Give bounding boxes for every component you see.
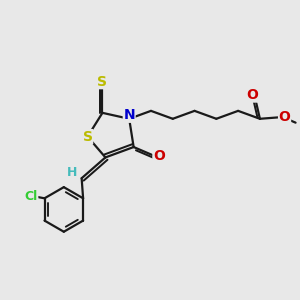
Text: O: O xyxy=(247,88,258,102)
Text: S: S xyxy=(82,130,93,144)
Text: H: H xyxy=(67,167,77,179)
Text: S: S xyxy=(98,75,107,88)
Text: Cl: Cl xyxy=(25,190,38,203)
Text: N: N xyxy=(123,108,135,122)
Text: O: O xyxy=(279,110,290,124)
Text: O: O xyxy=(153,149,165,163)
